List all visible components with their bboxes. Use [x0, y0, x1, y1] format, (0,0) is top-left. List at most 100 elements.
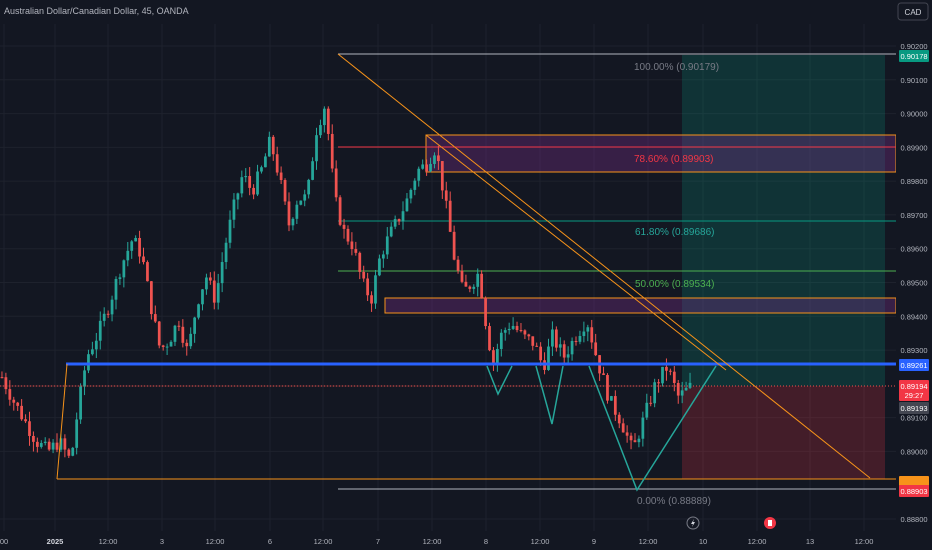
candle-body: [4, 377, 8, 390]
candle-body: [499, 332, 503, 349]
fib-618-label: 61.80% (0.89686): [635, 227, 715, 238]
candle-body: [668, 370, 672, 372]
candle-body: [488, 326, 491, 351]
head[interactable]: [588, 365, 717, 492]
candle-body: [649, 402, 653, 404]
candle-body: [330, 133, 334, 169]
price-axis[interactable]: 0.90200 0.90100 0.90000 0.89900 0.89800 0.897…: [896, 0, 932, 550]
candlestick-series: [0, 106, 692, 459]
candle-body: [405, 198, 409, 212]
candle-body: [138, 237, 141, 257]
countdown-text: 29:27: [905, 391, 924, 400]
candle-body: [303, 194, 307, 201]
level-price-badge-text: 0.89261: [900, 361, 927, 370]
lightning-icon[interactable]: [686, 516, 700, 530]
time-label: 7: [376, 537, 380, 546]
candle-body: [91, 349, 94, 355]
currency-button[interactable]: [897, 2, 929, 21]
candle-body: [535, 345, 539, 347]
candle-body: [433, 155, 436, 164]
candle-body: [425, 164, 428, 172]
candle-body: [55, 442, 59, 450]
candle-body: [334, 168, 338, 198]
candle-body: [98, 320, 102, 341]
candle-body: [114, 278, 118, 300]
candle-body: [586, 327, 590, 332]
candle-body: [610, 396, 613, 401]
candle-body: [275, 154, 279, 173]
candle-body: [495, 348, 499, 363]
fib-000-label: 0.00% (0.88889): [637, 496, 711, 507]
price-axis-bg: [896, 0, 932, 550]
supply-zone-upper: [425, 134, 897, 173]
candle-body: [448, 200, 452, 232]
candle-body: [94, 340, 98, 350]
below-price-badge: [899, 402, 929, 414]
candle-body: [244, 176, 248, 178]
candle-body: [350, 241, 354, 250]
candle-body: [118, 277, 122, 279]
candle-body: [39, 443, 43, 447]
candle-body: [547, 346, 550, 370]
candle-body: [456, 259, 460, 271]
candle-body: [212, 280, 216, 303]
time-axis[interactable]: 00 2025 12:00 3 12:00 6 12:00 7 12:00 8 12:00 9 12:0…: [0, 516, 932, 550]
candle-body: [374, 275, 377, 304]
candle-body: [236, 193, 240, 200]
candle-body: [216, 283, 220, 303]
candle-body: [680, 390, 684, 396]
candle-body: [515, 325, 519, 331]
head-and-shoulders-pattern[interactable]: [486, 365, 717, 492]
neckline-left-drop[interactable]: [56, 363, 68, 480]
candle-body: [165, 346, 169, 348]
candle-body: [460, 270, 464, 282]
candle-body: [177, 325, 181, 327]
candle-body: [224, 242, 228, 263]
candle-body: [185, 342, 189, 347]
candle-body: [252, 187, 255, 195]
candle-body: [444, 190, 448, 201]
candle-body: [319, 125, 322, 136]
candle-body: [161, 345, 165, 347]
head-left[interactable]: [535, 365, 564, 425]
candle-body: [582, 331, 586, 337]
left-shoulder[interactable]: [486, 365, 513, 396]
descending-trend-line[interactable]: [337, 53, 871, 479]
time-label: 12:00: [748, 537, 767, 546]
candle-body: [326, 108, 330, 134]
candle-body: [75, 419, 79, 448]
price-tick-label: 0.89800: [900, 177, 927, 186]
candle-body: [480, 273, 484, 298]
candle-body: [594, 342, 598, 356]
candle-body: [106, 313, 110, 315]
orange-marker: [899, 476, 929, 486]
level-price-badge: [899, 359, 929, 371]
stop-price-badge: [899, 485, 929, 497]
top-price-badge-text: 0.90178: [900, 52, 927, 61]
candle-body: [342, 224, 346, 229]
descending-trend-line-upper[interactable]: [425, 134, 727, 371]
candle-body: [43, 441, 47, 444]
time-label: 12:00: [314, 537, 333, 546]
candle-body: [519, 330, 523, 332]
candle-body: [676, 382, 680, 396]
candle-body: [338, 197, 342, 225]
event-flag-icon[interactable]: [764, 517, 776, 529]
candle-body: [142, 256, 145, 263]
candle-body: [240, 177, 244, 194]
fibonacci-retracement[interactable]: 100.00% (0.90179) 78.60% (0.89903) 61.80…: [338, 53, 896, 507]
time-label: 9: [592, 537, 596, 546]
price-tick-label: 0.90200: [900, 42, 927, 51]
candle-body: [299, 200, 303, 205]
time-label: 6: [268, 537, 272, 546]
candle-body: [570, 340, 574, 355]
candle-body: [28, 421, 31, 436]
candle-body: [287, 201, 291, 226]
candle-body: [641, 417, 645, 439]
candle-body: [476, 273, 480, 287]
candle-body: [507, 328, 511, 331]
candle-body: [688, 382, 692, 388]
candle-body: [220, 262, 224, 284]
candle-body: [492, 350, 495, 363]
